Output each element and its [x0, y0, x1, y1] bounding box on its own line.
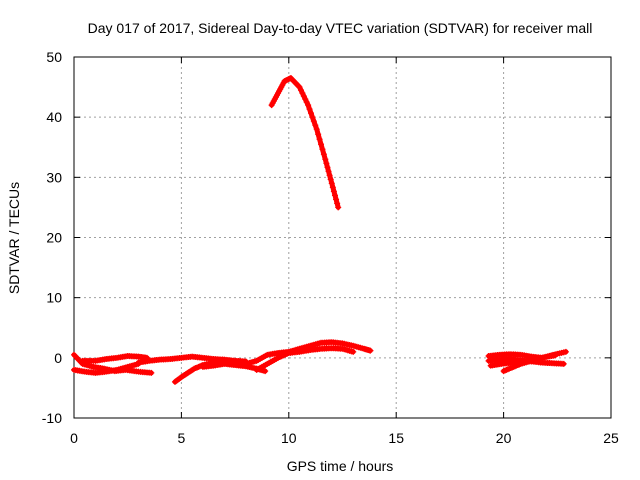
- data-series: [71, 75, 569, 385]
- x-axis-title: GPS time / hours: [287, 458, 394, 474]
- series-3: [79, 353, 151, 364]
- data-point: [329, 184, 336, 191]
- x-tick-label: 10: [281, 430, 297, 446]
- data-point: [562, 348, 569, 355]
- data-point: [552, 352, 559, 359]
- data-point: [328, 180, 335, 187]
- data-point: [334, 200, 341, 207]
- data-point: [326, 172, 333, 179]
- data-point: [322, 156, 329, 163]
- data-point: [335, 204, 342, 211]
- series-0: [268, 75, 342, 211]
- data-point: [350, 348, 357, 355]
- data-point: [319, 146, 326, 153]
- series-8: [253, 345, 357, 373]
- data-point: [148, 369, 155, 376]
- data-point: [330, 188, 337, 195]
- data-point: [327, 176, 334, 183]
- data-point: [323, 160, 330, 167]
- x-tick-label: 20: [496, 430, 512, 446]
- y-tick-label: 50: [46, 49, 62, 65]
- data-point: [307, 110, 314, 117]
- data-point: [318, 141, 325, 148]
- x-tick-label: 25: [603, 430, 619, 446]
- data-point: [316, 136, 323, 143]
- data-point: [306, 106, 313, 113]
- x-tick-label: 15: [388, 430, 404, 446]
- y-tick-label: -10: [42, 410, 62, 426]
- data-point: [315, 131, 322, 138]
- y-tick-label: 10: [46, 290, 62, 306]
- data-point: [296, 84, 303, 91]
- y-axis-title: SDTVAR / TECUs: [6, 182, 22, 294]
- data-point: [324, 164, 331, 171]
- data-point: [302, 96, 309, 103]
- data-point: [320, 151, 327, 158]
- data-point: [299, 90, 306, 97]
- chart-title: Day 017 of 2017, Sidereal Day-to-day VTE…: [88, 20, 593, 36]
- y-tick-label: 0: [54, 350, 62, 366]
- data-point: [331, 192, 338, 199]
- data-point: [367, 347, 374, 354]
- data-point: [262, 368, 269, 375]
- y-tick-label: 40: [46, 109, 62, 125]
- series-2: [71, 360, 142, 376]
- data-point: [300, 93, 307, 100]
- data-point: [303, 99, 310, 106]
- data-point: [309, 114, 316, 121]
- data-point: [325, 168, 332, 175]
- series-12: [487, 352, 559, 369]
- data-point: [297, 87, 304, 94]
- data-point: [333, 196, 340, 203]
- data-point: [560, 360, 567, 367]
- axis-ticks: 0 5 10 15 20 25 -10 0 10 20 30 40 50: [42, 49, 619, 446]
- data-point: [313, 126, 320, 133]
- x-tick-label: 0: [70, 430, 78, 446]
- data-point: [305, 102, 312, 109]
- data-point: [312, 122, 319, 129]
- y-tick-label: 30: [46, 169, 62, 185]
- x-tick-label: 5: [178, 430, 186, 446]
- y-tick-label: 20: [46, 230, 62, 246]
- data-point: [310, 118, 317, 125]
